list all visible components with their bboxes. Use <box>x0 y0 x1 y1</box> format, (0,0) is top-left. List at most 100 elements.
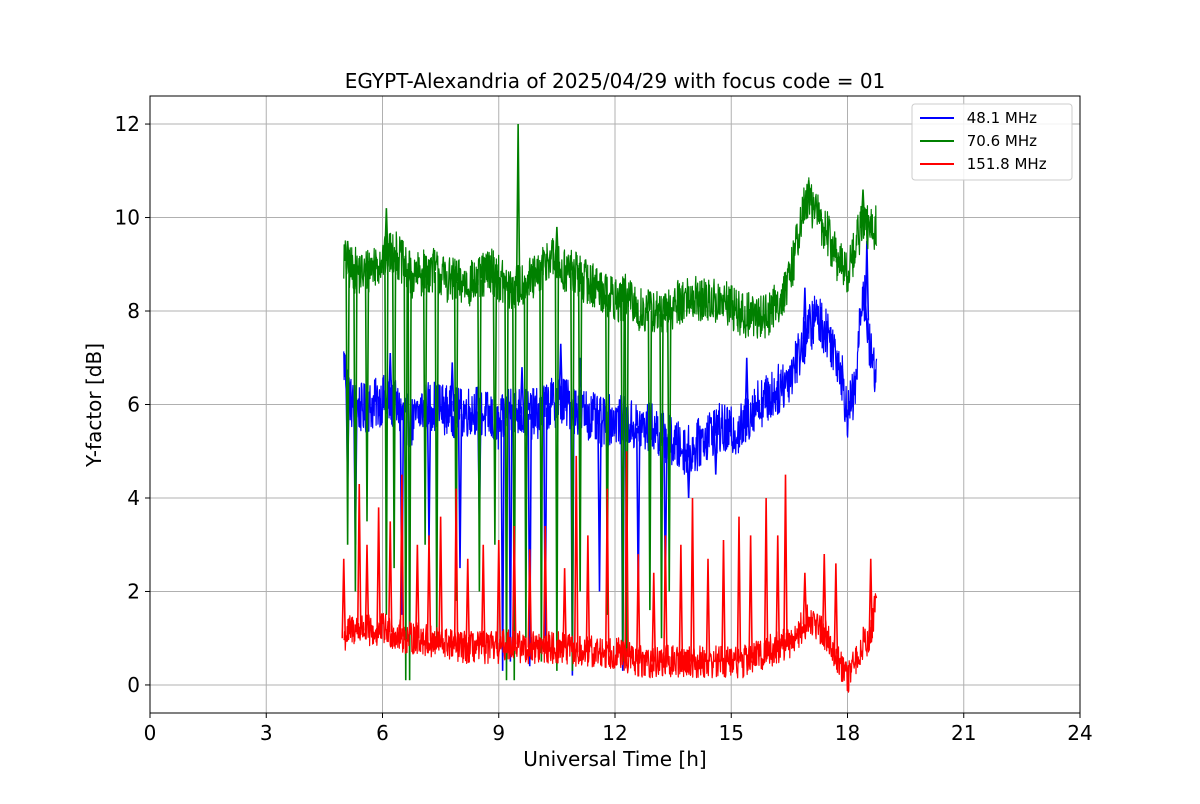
series-line <box>343 274 878 475</box>
series-spike <box>833 563 839 654</box>
series-spike <box>426 535 432 642</box>
series-spike <box>356 483 362 629</box>
x-tick-label: 18 <box>835 721 860 745</box>
x-axis-label: Universal Time [h] <box>523 747 706 771</box>
series-spike <box>624 451 629 657</box>
y-axis-label: Y-factor [dB] <box>82 343 106 468</box>
series-spike <box>364 544 370 631</box>
series-spike <box>449 362 455 412</box>
series-spike <box>415 544 420 639</box>
series-dip <box>453 281 459 601</box>
series-spike <box>860 189 866 223</box>
legend-label-70: 70.6 MHz <box>962 132 1037 150</box>
x-tick-label: 21 <box>951 721 976 745</box>
series-spike <box>515 124 521 287</box>
series-dip <box>659 314 664 639</box>
series-spike <box>453 488 459 647</box>
series-spike <box>465 558 471 648</box>
series-dip <box>492 273 498 545</box>
series-spike <box>511 526 517 645</box>
series-line <box>343 593 878 693</box>
series-dip <box>457 413 463 569</box>
series-spike <box>604 488 610 653</box>
series-spike <box>635 554 641 662</box>
series-dip <box>577 276 583 592</box>
series-dip <box>345 264 350 545</box>
series-spike <box>399 474 405 637</box>
x-tick-label: 3 <box>260 721 273 745</box>
series-dip <box>364 270 370 522</box>
series-dip <box>504 287 509 681</box>
series-dip <box>527 413 533 667</box>
series-dip <box>666 311 672 592</box>
x-tick-label: 15 <box>719 721 744 745</box>
series-spike <box>868 558 874 639</box>
y-tick-label: 0 <box>127 673 140 697</box>
series-spike <box>519 367 525 414</box>
series-spike <box>678 544 684 662</box>
y-tick-label: 2 <box>127 579 140 603</box>
series-spike <box>345 240 350 265</box>
series-spike <box>690 497 695 662</box>
series-spike <box>651 572 657 662</box>
legend-label-151: 151.8 MHz <box>962 155 1047 173</box>
series-dip <box>422 272 428 545</box>
series-line <box>343 177 878 339</box>
legend-box <box>911 103 1073 181</box>
series-dip <box>399 413 405 615</box>
series-dip <box>500 420 505 671</box>
series-spike <box>802 287 808 340</box>
series-spike <box>384 208 389 257</box>
series-spike <box>438 516 443 643</box>
series-spike <box>736 516 742 662</box>
series-spike <box>783 474 788 645</box>
series-spike <box>562 568 567 649</box>
series-1 <box>343 124 878 681</box>
series-dip <box>713 427 719 475</box>
series-dip <box>597 423 602 592</box>
y-tick-label: 8 <box>127 299 140 323</box>
series-dip <box>511 289 517 681</box>
x-tick-label: 9 <box>492 721 505 745</box>
series-spike <box>480 544 486 648</box>
series-spike <box>775 535 781 648</box>
series-spike <box>558 343 564 400</box>
series-spike <box>573 455 579 653</box>
y-tick-label: 6 <box>127 393 140 417</box>
series-spike <box>341 558 347 639</box>
series-spike <box>542 526 548 648</box>
series-dip <box>604 294 610 615</box>
series-dip <box>539 270 544 662</box>
series-dip <box>647 311 653 611</box>
series-dip <box>624 296 629 667</box>
series-2 <box>341 451 878 693</box>
series-dip <box>570 272 575 671</box>
series-spike <box>744 357 750 421</box>
series-spike <box>806 180 812 199</box>
series-spike <box>802 572 808 625</box>
series-spike <box>721 540 726 662</box>
series-dip <box>686 450 691 499</box>
series-spike <box>527 549 533 648</box>
chart-title: EGYPT-Alexandria of 2025/04/29 with focu… <box>345 69 886 93</box>
series-dip <box>508 404 513 662</box>
series-spike <box>554 226 560 265</box>
x-tick-label: 0 <box>144 721 157 745</box>
series-spike <box>748 535 753 659</box>
series-spike <box>387 353 393 403</box>
series-spike <box>821 554 827 634</box>
y-tick-label: 12 <box>115 112 140 136</box>
series-spike <box>376 507 381 632</box>
legend: 48.1 MHz 70.6 MHz 151.8 MHz <box>911 103 1073 181</box>
y-tick-label: 10 <box>115 206 140 230</box>
series-spike <box>387 521 393 632</box>
series-dip <box>477 279 482 592</box>
series-spike <box>763 497 769 653</box>
legend-label-48: 48.1 MHz <box>962 109 1037 127</box>
x-tick-label: 24 <box>1067 721 1092 745</box>
series-dip <box>353 270 358 592</box>
x-tick-label: 6 <box>376 721 389 745</box>
series-dip <box>391 250 397 569</box>
x-tick-label: 12 <box>602 721 627 745</box>
